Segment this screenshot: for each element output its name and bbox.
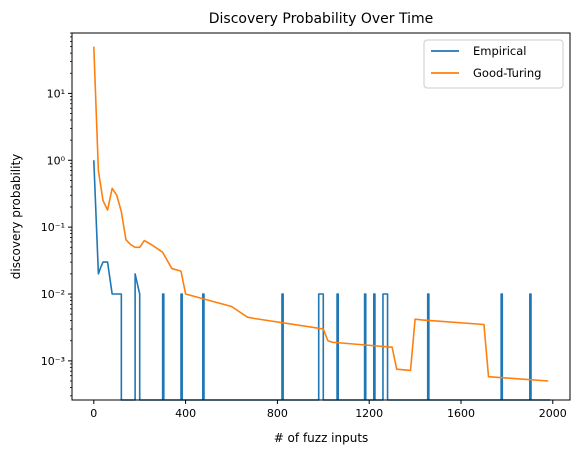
y-tick-label: 10⁻² (41, 288, 65, 301)
legend-box (423, 39, 564, 89)
y-tick-label: 10⁻¹ (41, 221, 65, 234)
legend-label-empirical: Empirical (473, 44, 526, 58)
x-axis: 0 400 800 1200 1600 2000 (90, 400, 567, 420)
y-tick-label: 10⁻³ (41, 355, 65, 368)
x-tick-label: 0 (90, 407, 97, 420)
x-axis-label: # of fuzz inputs (274, 431, 369, 445)
plot-area (72, 33, 570, 400)
series-layer (93, 46, 551, 401)
x-tick-label: 800 (267, 407, 288, 420)
y-axis-label: discovery probability (9, 154, 23, 280)
plot-frame (71, 32, 571, 401)
y-axis: 10⁻³ 10⁻² 10⁻¹ 10⁰ 10¹ (41, 32, 72, 397)
y-tick-label: 10⁰ (47, 154, 66, 167)
series-line-empirical (93, 160, 551, 401)
y-tick-label: 10¹ (47, 87, 65, 100)
series-line-good-turing (93, 46, 549, 382)
x-tick-label: 1600 (447, 407, 475, 420)
legend-label-good-turing: Good-Turing (473, 66, 541, 80)
legend: Empirical Good-Turing (423, 39, 564, 89)
chart-title: Discovery Probability Over Time (209, 11, 433, 27)
x-tick-label: 2000 (539, 407, 567, 420)
x-tick-label: 1200 (355, 407, 383, 420)
x-tick-label: 400 (175, 407, 196, 420)
